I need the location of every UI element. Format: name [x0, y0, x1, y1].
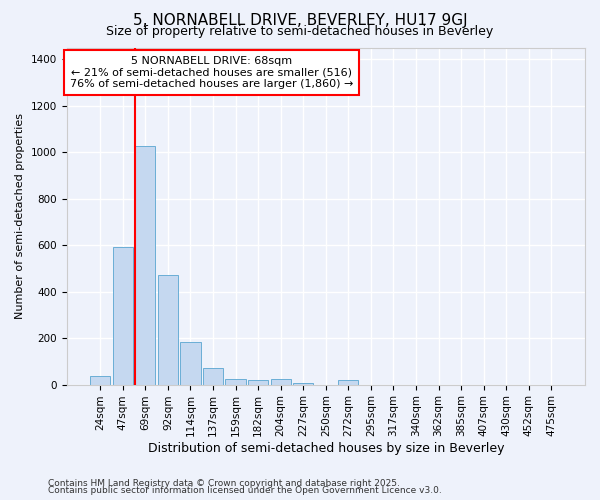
Bar [248, 380, 268, 384]
Text: Size of property relative to semi-detached houses in Beverley: Size of property relative to semi-detach… [106, 25, 494, 38]
Text: Contains HM Land Registry data © Crown copyright and database right 2025.: Contains HM Land Registry data © Crown c… [48, 478, 400, 488]
Bar [226, 379, 246, 384]
Bar [203, 368, 223, 384]
Text: 5, NORNABELL DRIVE, BEVERLEY, HU17 9GJ: 5, NORNABELL DRIVE, BEVERLEY, HU17 9GJ [133, 12, 467, 28]
Bar [135, 146, 155, 384]
X-axis label: Distribution of semi-detached houses by size in Beverley: Distribution of semi-detached houses by … [148, 442, 504, 455]
Text: Contains public sector information licensed under the Open Government Licence v3: Contains public sector information licen… [48, 486, 442, 495]
Bar [90, 376, 110, 384]
Bar [338, 380, 358, 384]
Text: 5 NORNABELL DRIVE: 68sqm
← 21% of semi-detached houses are smaller (516)
76% of : 5 NORNABELL DRIVE: 68sqm ← 21% of semi-d… [70, 56, 353, 89]
Bar [113, 248, 133, 384]
Bar [158, 274, 178, 384]
Bar [181, 342, 200, 384]
Bar [271, 380, 291, 384]
Y-axis label: Number of semi-detached properties: Number of semi-detached properties [15, 113, 25, 319]
